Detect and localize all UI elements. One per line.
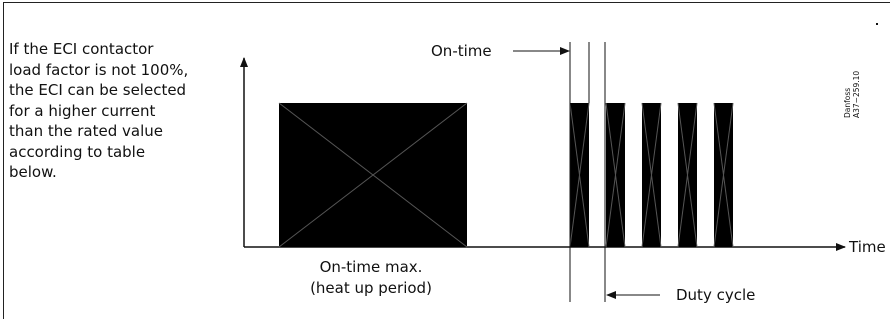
duty-cycle-label: Duty cycle bbox=[676, 286, 755, 304]
heat-up-period-label: (heat up period) bbox=[310, 279, 432, 297]
description-line: If the ECI contactor bbox=[9, 40, 154, 58]
time-axis-label: Time bbox=[848, 238, 886, 256]
diagram-frame bbox=[3, 2, 890, 319]
stray-dot bbox=[876, 23, 878, 25]
description-line: for a higher current bbox=[9, 101, 156, 120]
pulse-block bbox=[713, 102, 734, 248]
on-time-max-label: On-time max. bbox=[320, 258, 423, 276]
pulse-block bbox=[605, 102, 626, 248]
reference-code: Danfoss A37−259.10 bbox=[843, 71, 861, 118]
description-line: the ECI can be selected bbox=[9, 81, 187, 99]
description-line: according to table bbox=[9, 142, 146, 161]
pulse-block bbox=[677, 102, 698, 248]
description-line: than the rated value bbox=[9, 122, 163, 140]
description-line: below. bbox=[9, 163, 57, 181]
pulse-blocks bbox=[569, 102, 734, 248]
pulse-block bbox=[641, 102, 662, 248]
on-time-label: On-time bbox=[431, 42, 492, 60]
pulse-block bbox=[569, 102, 590, 248]
reference-brand: Danfoss bbox=[843, 88, 852, 118]
heat-up-block bbox=[278, 102, 468, 248]
description-text: If the ECI contactor load factor is not … bbox=[9, 39, 239, 183]
reference-number: A37−259.10 bbox=[852, 71, 861, 118]
description-line: load factor is not 100%, bbox=[9, 60, 189, 79]
